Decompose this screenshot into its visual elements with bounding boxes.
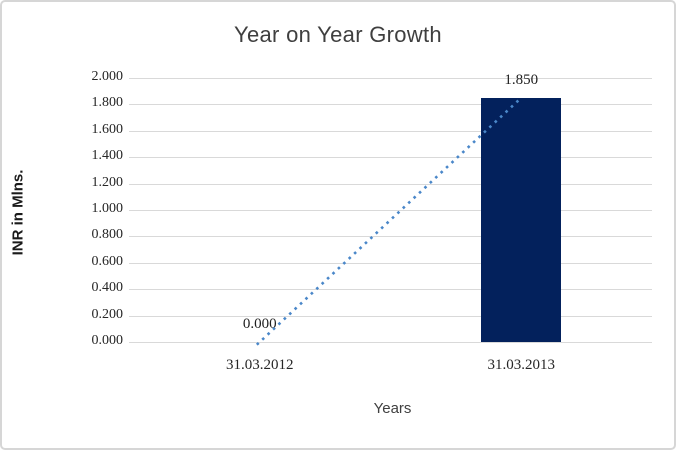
gridline xyxy=(129,262,652,264)
y-tick-label: 0.800 xyxy=(91,227,124,243)
y-tick-label: 1.200 xyxy=(91,174,124,190)
bar-31.03.2013 xyxy=(481,97,562,342)
x-tick-label: 31.03.2012 xyxy=(226,357,294,373)
gridline xyxy=(129,236,652,238)
gridline xyxy=(129,157,652,159)
gridline xyxy=(129,104,652,106)
gridline xyxy=(129,130,652,132)
x-tick-label: 31.03.2013 xyxy=(487,357,556,373)
y-tick-label: 0.000 xyxy=(91,333,124,348)
y-tick-label: 2.000 xyxy=(91,69,124,84)
y-tick-label: 1.000 xyxy=(91,201,124,216)
y-tick-label: 0.200 xyxy=(91,306,124,322)
x-axis-title: Years xyxy=(373,400,412,417)
gridline xyxy=(129,78,652,79)
y-tick-label: 0.400 xyxy=(91,280,124,296)
gridline xyxy=(129,210,652,211)
gridline xyxy=(129,183,652,185)
y-tick-label: 1.800 xyxy=(91,95,124,111)
data-label: 1.850 xyxy=(504,71,539,88)
y-tick-label: 0.600 xyxy=(91,253,124,269)
y-tick-label: 1.400 xyxy=(91,148,124,164)
chart-title: Year on Year Growth xyxy=(234,22,442,47)
gridline xyxy=(129,289,652,291)
y-tick-label: 1.600 xyxy=(91,121,124,137)
gridline xyxy=(129,342,652,343)
data-label: 0.000 xyxy=(242,316,277,332)
